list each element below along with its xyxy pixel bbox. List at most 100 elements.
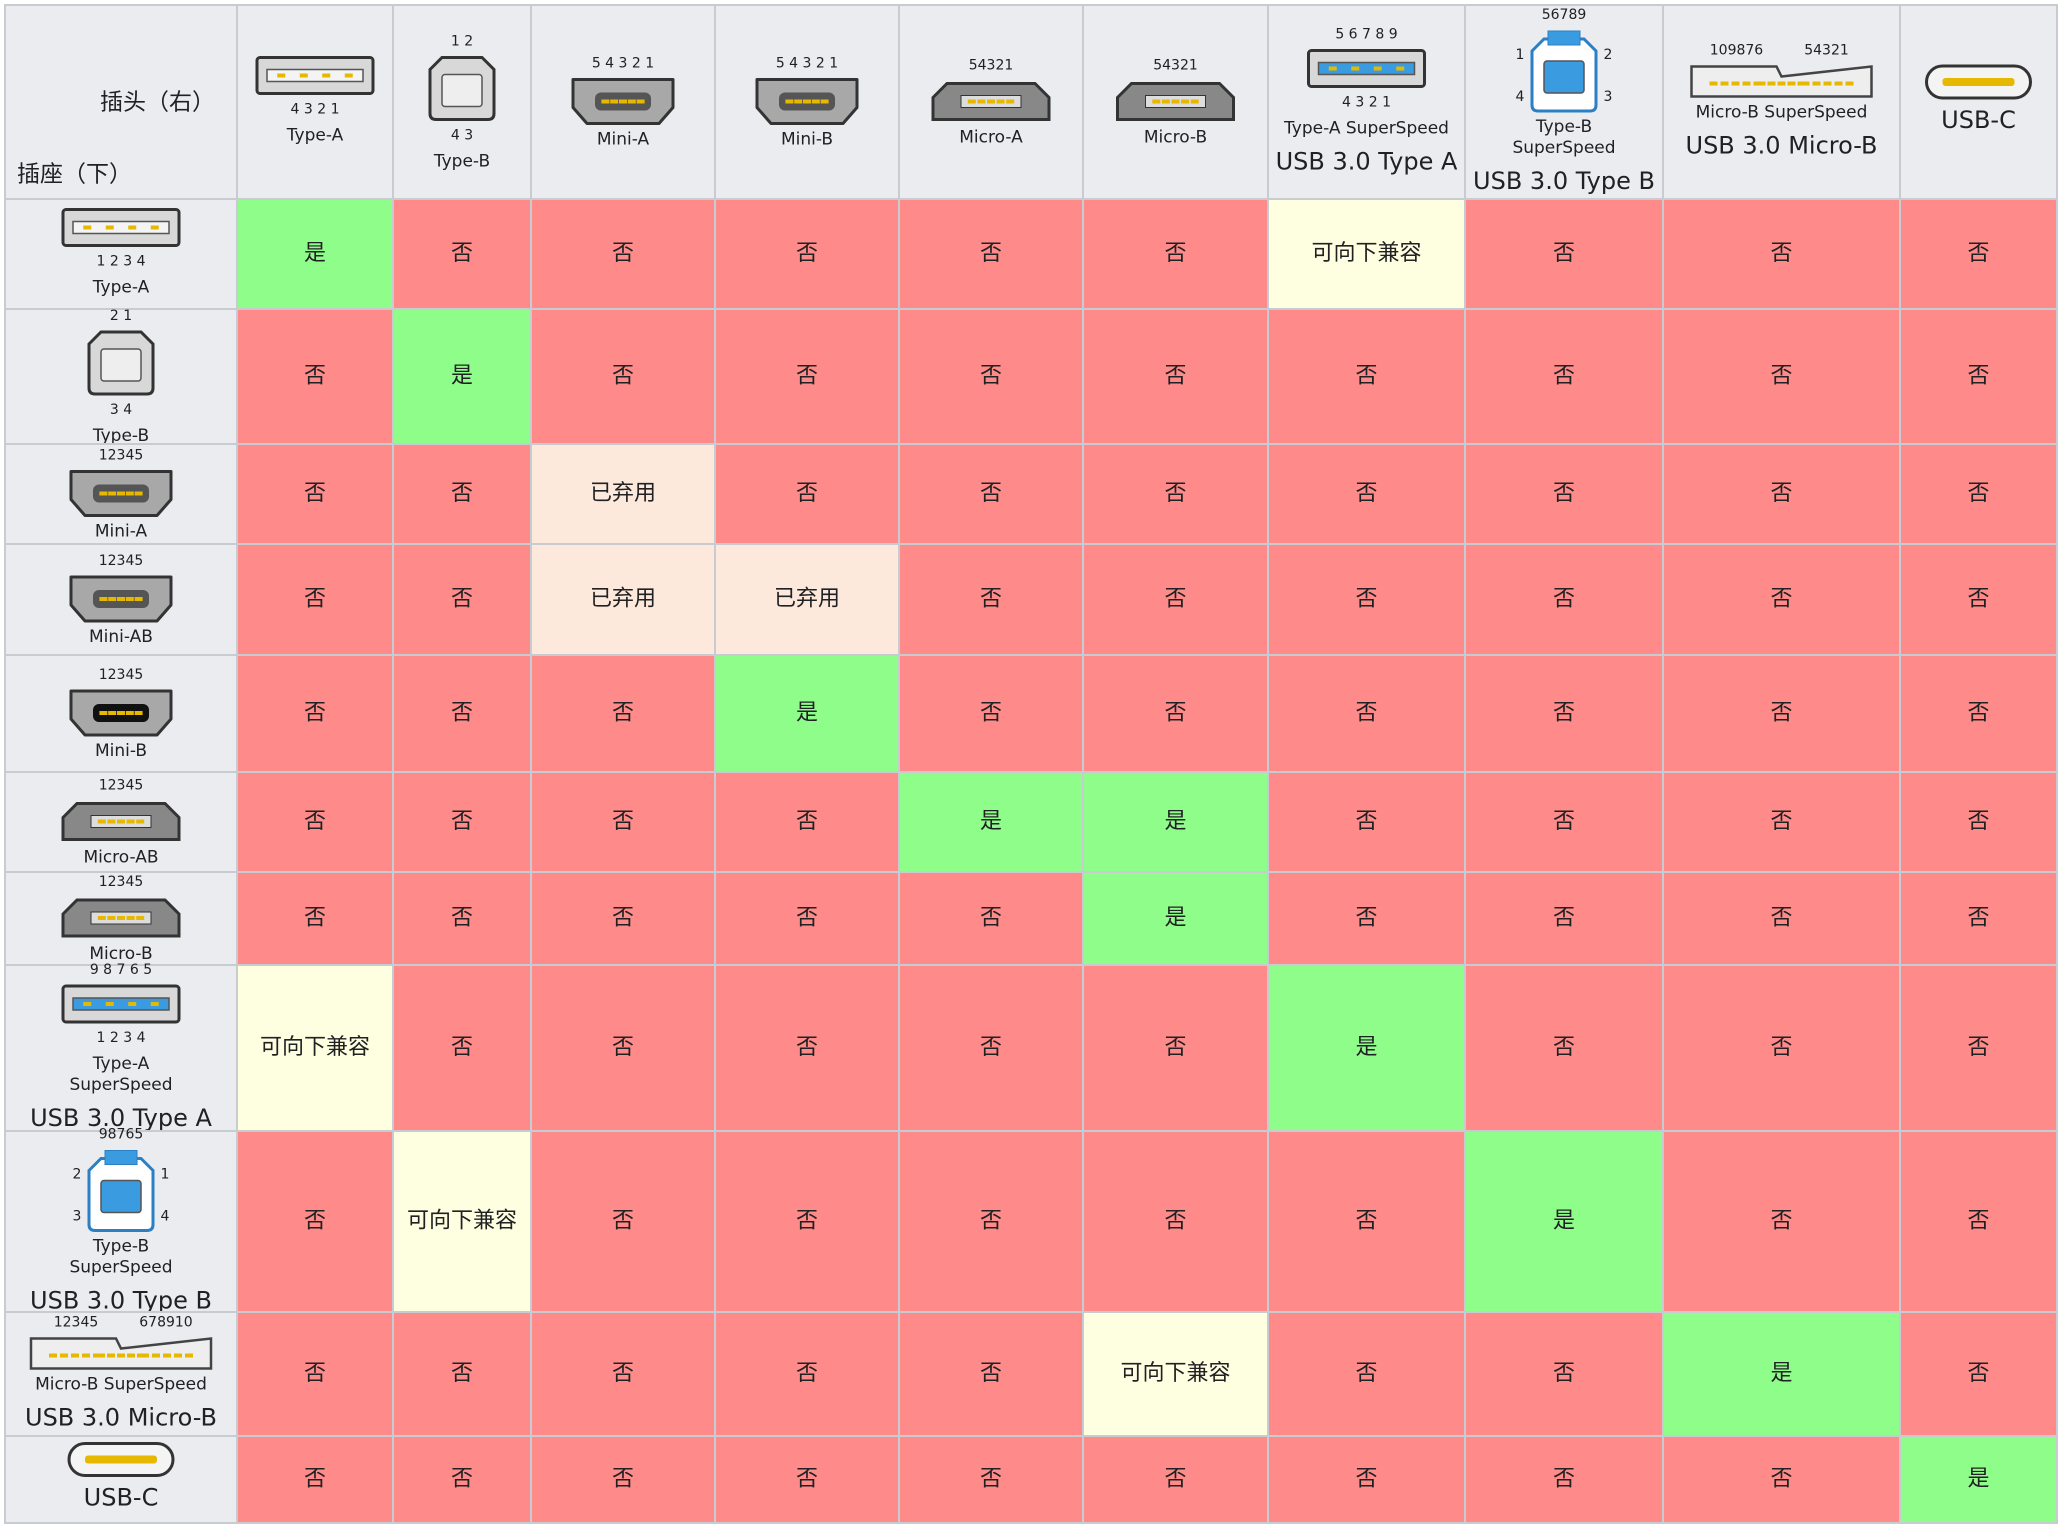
cell (530, 871, 716, 966)
cell-text: 否 (796, 1467, 818, 1492)
pin-numbers: 1 2 3 4 (97, 254, 146, 270)
connector-title: USB 3.0 Type B (1473, 167, 1655, 195)
pin-numbers: 56789 (1542, 7, 1587, 23)
pin (1161, 99, 1170, 104)
cell-text: 否 (1770, 364, 1792, 389)
cell-text: 否 (612, 1467, 634, 1492)
cell (1464, 771, 1664, 873)
connector-icon (255, 56, 375, 95)
connector-icon (87, 330, 155, 396)
cell (1267, 543, 1466, 656)
pin (185, 1353, 193, 1358)
cell (1267, 771, 1466, 873)
pin-numbers: 4 (1516, 89, 1525, 105)
pin-numbers: 12345 (99, 874, 144, 890)
cell-text: 否 (1355, 481, 1377, 506)
pin (117, 711, 125, 715)
pin-numbers: 12345 (99, 667, 144, 683)
pin (127, 1353, 135, 1358)
connector-caption: Micro-B SuperSpeed (35, 1375, 207, 1395)
connector-title: USB 3.0 Type A (30, 1104, 212, 1132)
pin (97, 819, 106, 824)
pin-numbers: 4 3 (451, 128, 473, 144)
column-header (714, 4, 900, 200)
corner-cell (4, 4, 238, 200)
cell-text: 是 (1770, 1361, 1792, 1386)
cell (1899, 871, 2058, 966)
cell-text: 否 (980, 701, 1002, 726)
pin (1351, 66, 1360, 71)
pin (105, 225, 114, 230)
cell (530, 964, 716, 1132)
column-header (236, 4, 394, 200)
cell-text: 否 (980, 1361, 1002, 1386)
connector-caption: Mini-B (781, 130, 833, 150)
pin-numbers: 3 (73, 1209, 82, 1225)
cell-text: 否 (980, 241, 1002, 266)
cell-text: 否 (612, 1035, 634, 1060)
cell (898, 308, 1084, 445)
pin (150, 225, 159, 230)
pin-numbers: 2 (73, 1167, 82, 1183)
pin-numbers: 3 (1604, 89, 1613, 105)
cell-text: 是 (1967, 1467, 1989, 1492)
cell (1662, 543, 1901, 656)
cell (236, 771, 394, 873)
cell (1662, 1311, 1901, 1437)
cell-text: 否 (1967, 809, 1989, 834)
connector-caption: SuperSpeed (69, 1258, 172, 1278)
cell (236, 443, 394, 545)
connector-caption: Type-B (92, 426, 149, 446)
cell-text: 可向下兼容 (260, 1035, 370, 1060)
pin-numbers: 12345 (54, 1315, 99, 1331)
pin (1777, 81, 1786, 86)
cell-text: 否 (1355, 364, 1377, 389)
plug-label: 插头（右） (100, 90, 215, 116)
cell (1464, 198, 1664, 310)
cell-text: 否 (304, 701, 326, 726)
cell-text: 否 (980, 587, 1002, 612)
pin (141, 1353, 149, 1358)
cell (530, 1311, 716, 1437)
cell-text: 已弃用 (590, 587, 656, 612)
cell (1267, 198, 1466, 310)
cell (1899, 543, 2058, 656)
cell-text: 否 (304, 809, 326, 834)
cell-text: 是 (1164, 906, 1186, 931)
connector-caption: SuperSpeed (1512, 138, 1615, 158)
cell-text: 否 (612, 241, 634, 266)
pin (1731, 81, 1740, 86)
pin (71, 1353, 79, 1358)
connector-icon (67, 1442, 175, 1477)
pin (803, 99, 811, 104)
connector-icon (1530, 30, 1598, 113)
pin (60, 1353, 68, 1358)
pin (99, 711, 108, 715)
pin (785, 99, 794, 104)
cell (714, 1435, 900, 1524)
cell (392, 964, 532, 1132)
cell-text: 否 (1770, 1209, 1792, 1234)
cell-text: 否 (796, 364, 818, 389)
cell (1899, 1435, 2058, 1524)
pin (134, 491, 143, 496)
pin-numbers: 54321 (1804, 43, 1849, 59)
cell (1464, 1435, 1664, 1524)
cell-text: 否 (980, 1035, 1002, 1060)
pin (1834, 81, 1843, 86)
cell-text: 否 (980, 1209, 1002, 1234)
pin (1812, 81, 1821, 86)
cell (714, 964, 900, 1132)
pin-numbers: 3 4 (110, 402, 132, 418)
pin (152, 1353, 160, 1358)
plug-tongue (266, 68, 364, 83)
connector-caption: Type-A (92, 1054, 150, 1074)
pin (97, 916, 106, 920)
connector-caption: Type-A (286, 126, 344, 146)
cell (1662, 443, 1901, 545)
cell-text: 是 (451, 364, 473, 389)
cell (236, 964, 394, 1132)
cell-text: 否 (1553, 1361, 1575, 1386)
column-header (1267, 4, 1466, 200)
cell-text: 否 (1770, 809, 1792, 834)
